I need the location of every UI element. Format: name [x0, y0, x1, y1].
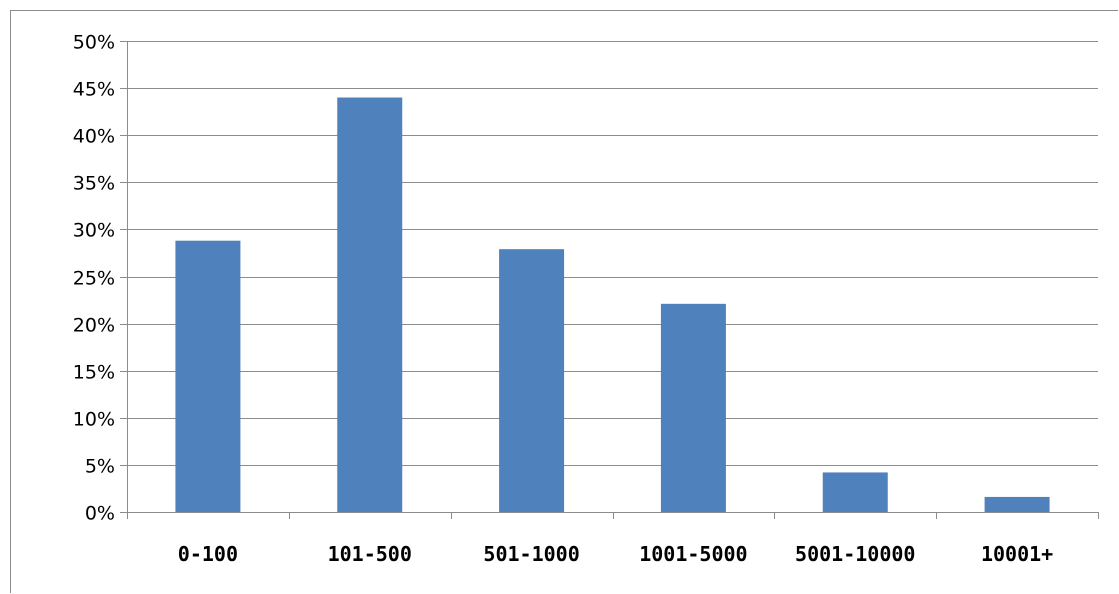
bar-5001-10000: [822, 472, 888, 512]
y-tick-label: 10%: [73, 409, 115, 431]
y-axis-tick-labels: 0% 5% 10% 15% 20% 25% 30% 35% 40% 45% 50%: [73, 32, 115, 525]
bar-0-100: [175, 240, 241, 513]
y-tick-label: 0%: [85, 503, 115, 525]
y-tick-label: 50%: [73, 32, 115, 54]
y-tick-label: 35%: [73, 173, 115, 195]
y-tick-label: 25%: [73, 268, 115, 290]
x-category-label: 101-500: [328, 542, 412, 566]
x-category-label: 0-100: [178, 542, 238, 566]
x-category-label: 501-1000: [483, 542, 579, 566]
y-tick-label: 20%: [73, 315, 115, 337]
bar-10001+: [984, 496, 1050, 512]
bars: [175, 97, 1050, 513]
gridlines: [120, 41, 1098, 513]
y-tick-label: 45%: [73, 79, 115, 101]
x-axis: [127, 41, 1099, 519]
bar-101-500: [337, 97, 403, 513]
bar-1001-5000: [660, 303, 726, 512]
x-category-label: 5001-10000: [795, 542, 915, 566]
y-tick-label: 5%: [85, 456, 115, 478]
y-tick-label: 40%: [73, 126, 115, 148]
x-category-label: 10001+: [981, 542, 1053, 566]
y-tick-label: 30%: [73, 220, 115, 242]
x-axis-category-labels: 0-100 101-500 501-1000 1001-5000 5001-10000 1…: [178, 542, 1053, 566]
bar-501-1000: [499, 249, 565, 512]
y-tick-label: 15%: [73, 362, 115, 384]
x-category-label: 1001-5000: [639, 542, 747, 566]
